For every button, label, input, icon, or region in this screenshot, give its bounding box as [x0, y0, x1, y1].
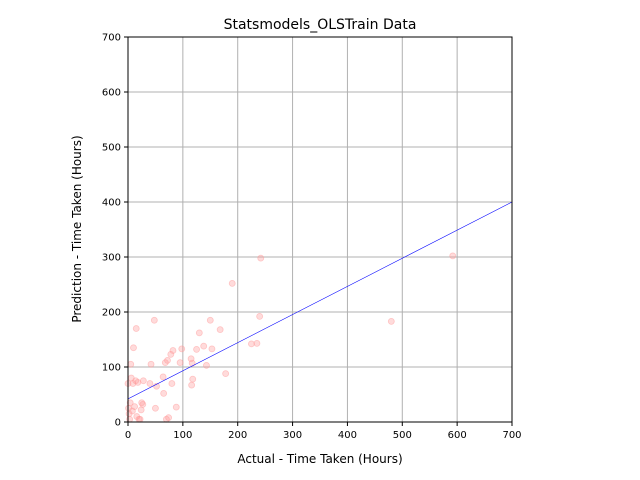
scatter-point	[208, 345, 216, 353]
scatter-point	[257, 254, 265, 262]
y-tick-label: 100	[102, 363, 121, 374]
scatter-point	[222, 370, 230, 378]
y-tick-label: 400	[102, 198, 121, 209]
scatter-point	[193, 345, 200, 353]
scatter-point	[126, 399, 134, 407]
scatter-point	[136, 415, 144, 423]
points-layer	[124, 252, 457, 423]
x-tick-label: 500	[393, 430, 412, 441]
scatter-point	[139, 377, 147, 385]
scatter-point	[216, 326, 224, 334]
scatter-point	[172, 403, 180, 411]
chart-title: Statsmodels_OLSTrain Data	[224, 17, 417, 33]
scatter-point	[168, 380, 176, 387]
scatter-point	[137, 406, 145, 414]
x-axis-ticks: 0 100 200 300 400 500 600 700	[125, 422, 522, 441]
scatter-point	[152, 404, 159, 412]
scatter-point	[195, 329, 203, 337]
scatter-point	[164, 356, 171, 364]
scatter-point	[189, 375, 197, 383]
scatter-point	[167, 350, 175, 358]
x-tick-label: 200	[228, 430, 247, 441]
scatter-point	[146, 380, 154, 387]
y-axis-title: Prediction - Time Taken (Hours)	[70, 135, 84, 322]
scatter-point	[188, 381, 196, 389]
scatter-point	[127, 360, 135, 368]
scatter-point	[169, 347, 177, 354]
y-tick-label: 0	[115, 418, 121, 429]
scatter-point	[178, 345, 186, 353]
scatter-point	[253, 339, 261, 347]
x-tick-label: 600	[448, 430, 467, 441]
scatter-point	[165, 414, 172, 422]
regression-line	[127, 201, 513, 400]
scatter-point	[134, 378, 142, 386]
scatter-point	[132, 325, 140, 332]
y-tick-label: 500	[102, 143, 121, 154]
scatter-point	[150, 316, 158, 324]
y-tick-label: 700	[102, 33, 121, 44]
plot-frame	[127, 36, 513, 423]
scatter-point	[188, 359, 196, 367]
scatter-point	[160, 389, 168, 397]
scatter-point	[206, 316, 214, 324]
scatter-point	[147, 360, 155, 368]
x-tick-label: 0	[125, 430, 131, 441]
scatter-point	[159, 373, 167, 381]
scatter-point	[176, 359, 184, 367]
scatter-point	[131, 403, 138, 411]
x-tick-label: 400	[338, 430, 357, 441]
scatter-point	[248, 340, 255, 348]
y-tick-label: 300	[102, 253, 121, 264]
scatter-point	[200, 342, 208, 350]
y-tick-label: 600	[102, 88, 121, 99]
x-tick-label: 100	[173, 430, 192, 441]
scatter-point	[130, 344, 137, 352]
fit-line-layer	[127, 201, 513, 400]
y-axis-ticks: 0 100 200 300 400 500 600 700	[102, 33, 128, 429]
x-tick-label: 300	[283, 430, 302, 441]
x-tick-label: 700	[502, 430, 521, 441]
scatter-point	[387, 317, 395, 325]
scatter-point	[203, 361, 210, 369]
plot-area	[128, 37, 512, 422]
scatter-point	[449, 252, 457, 260]
grid-layer	[127, 36, 513, 423]
scatter-point	[256, 312, 264, 320]
x-axis-title: Actual - Time Taken (Hours)	[237, 452, 402, 466]
scatter-point	[139, 400, 147, 408]
y-tick-label: 200	[102, 308, 121, 319]
scatter-point	[228, 279, 236, 287]
